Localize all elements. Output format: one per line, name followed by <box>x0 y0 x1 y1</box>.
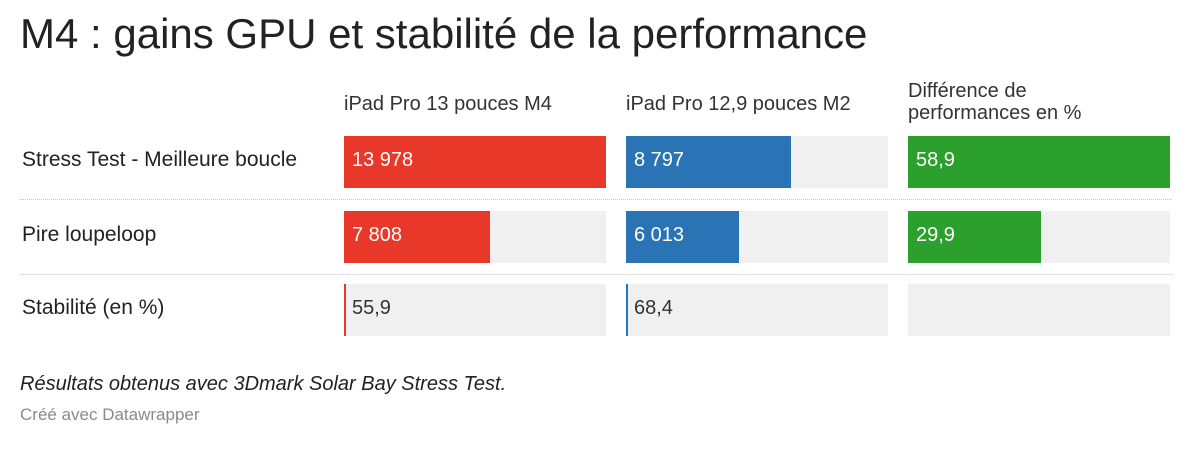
cell-row-worst-loop-difference: 29,9 <box>908 211 1170 263</box>
row-separator <box>20 199 1172 200</box>
column-header-m4: iPad Pro 13 pouces M4 <box>344 93 552 115</box>
value-label: 58,9 <box>916 149 955 171</box>
bar-row-stability-m4 <box>344 284 346 336</box>
value-label: 8 797 <box>634 149 685 171</box>
row-separator <box>20 274 1172 275</box>
chart-source: Créé avec Datawrapper <box>20 405 200 424</box>
row-label: Pire loupeloop <box>22 223 157 246</box>
bar-row-best-loop-difference <box>908 136 1170 188</box>
bar-row-worst-loop-difference <box>908 211 1041 263</box>
cell-row-stability-m4: 55,9 <box>344 284 606 336</box>
value-label: 13 978 <box>352 149 414 171</box>
cell-row-best-loop-m2: 8 797 <box>626 136 888 188</box>
cell-row-best-loop-difference: 58,9 <box>908 136 1170 188</box>
chart-notes: Résultats obtenus avec 3Dmark Solar Bay … <box>20 373 507 395</box>
cell-row-best-loop-m4: 13 978 <box>344 136 606 188</box>
bar-row-worst-loop-m2 <box>626 211 739 263</box>
bar-row-best-loop-m4 <box>344 136 606 188</box>
row-label: Stress Test - Meilleure boucle <box>22 148 298 171</box>
value-label: 6 013 <box>634 224 685 246</box>
cell-row-stability-difference <box>908 284 1170 336</box>
cell-row-stability-m2: 68,4 <box>626 284 888 336</box>
value-label: 7 808 <box>352 224 403 246</box>
bar-row-stability-m2 <box>626 284 628 336</box>
chart-title: M4 : gains GPU et stabilité de la perfor… <box>20 10 868 57</box>
cell-row-worst-loop-m4: 7 808 <box>344 211 606 263</box>
column-header-m2: iPad Pro 12,9 pouces M2 <box>626 93 851 115</box>
column-header-difference: Différence de performances en % <box>908 80 1082 124</box>
bar-row-best-loop-m2 <box>626 136 791 188</box>
bar-row-worst-loop-m4 <box>344 211 490 263</box>
row-label: Stabilité (en %) <box>22 296 165 319</box>
cell-row-worst-loop-m2: 6 013 <box>626 211 888 263</box>
value-label: 29,9 <box>916 224 955 246</box>
value-label: 55,9 <box>352 297 391 319</box>
value-label: 68,4 <box>634 297 673 319</box>
